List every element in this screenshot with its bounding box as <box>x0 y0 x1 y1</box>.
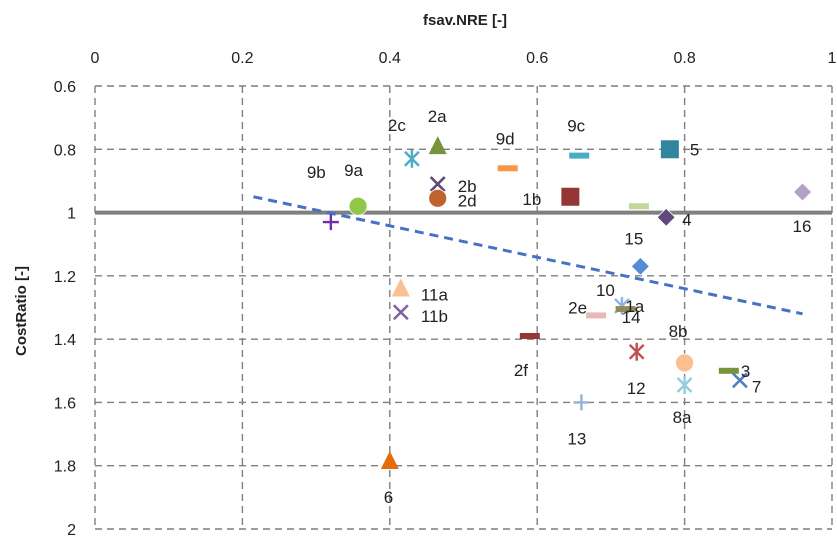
point-6 <box>380 450 399 469</box>
point-2f <box>519 332 540 339</box>
point-label-7: 7 <box>752 377 761 396</box>
point-label-12: 12 <box>627 379 646 398</box>
point-label-4: 4 <box>682 210 691 229</box>
point-label-8b: 8b <box>669 322 688 341</box>
y-tick-label-4: 1.4 <box>54 332 76 349</box>
point-label-2b: 2b <box>458 177 477 196</box>
point-9c <box>569 152 590 159</box>
point-9d <box>497 165 518 172</box>
point-label-2d: 2d <box>458 191 477 210</box>
point-9a <box>348 196 368 216</box>
tick-labels: 0 0.2 0.4 0.6 0.8 1 0.6 0.8 1 1.2 1.4 1.6 1.8 2 <box>54 50 837 538</box>
point-label-1b: 1b <box>522 190 541 209</box>
point-2b <box>429 176 446 193</box>
point-label-2f: 2f <box>514 361 528 380</box>
point-label-1a: 1a <box>625 297 644 316</box>
point-label-15: 15 <box>624 229 643 248</box>
point-14 <box>615 306 636 313</box>
x-tick-label-4: 0.8 <box>673 50 695 67</box>
point-label-2e: 2e <box>568 298 587 317</box>
point-label-9c: 9c <box>567 117 585 136</box>
x-axis-title: fsav.NRE [-] <box>423 12 507 29</box>
data-points <box>322 136 813 469</box>
point-7 <box>731 372 748 389</box>
y-tick-label-3: 1.2 <box>54 269 76 286</box>
x-tick-label-1: 0.2 <box>231 50 253 67</box>
x-tick-label-5: 1 <box>828 50 837 67</box>
point-8b <box>675 353 694 373</box>
point-13 <box>573 394 590 411</box>
y-axis-title: CostRatio [-] <box>13 266 30 356</box>
point-label-2c: 2c <box>388 116 406 135</box>
y-tick-label-2: 1 <box>67 206 76 223</box>
point-label-9b: 9b <box>307 163 326 182</box>
point-4 <box>656 207 676 227</box>
point-label-10: 10 <box>596 281 615 300</box>
point-label-11a: 11a <box>421 286 449 305</box>
point-11a <box>391 278 410 297</box>
point-15 <box>630 256 650 276</box>
point-12 <box>628 342 645 361</box>
point-label-3: 3 <box>741 362 750 381</box>
point-label-6: 6 <box>384 488 393 507</box>
x-tick-label-3: 0.6 <box>526 50 548 67</box>
point-label-9a: 9a <box>344 161 363 180</box>
y-tick-label-5: 1.6 <box>54 395 76 412</box>
y-tick-label-0: 0.6 <box>54 79 76 96</box>
point-2d <box>428 188 448 208</box>
y-tick-label-7: 2 <box>67 522 76 538</box>
y-tick-label-1: 0.8 <box>54 142 76 159</box>
point-2e <box>586 312 607 319</box>
point-8a <box>676 376 693 395</box>
point-label-9d: 9d <box>496 129 515 148</box>
point-label-8a: 8a <box>673 408 692 427</box>
point-16 <box>792 182 813 202</box>
point-label-14: 14 <box>622 308 641 327</box>
point-label-2a: 2a <box>428 107 447 126</box>
point-label-13: 13 <box>567 429 586 448</box>
grid <box>94 85 833 530</box>
point-label-16: 16 <box>793 217 812 236</box>
point-5 <box>660 140 679 159</box>
point-label-5: 5 <box>690 140 699 159</box>
point-unlabeled-10 <box>628 203 649 210</box>
point-11b <box>392 304 409 321</box>
point-9b <box>322 214 339 231</box>
point-2a <box>428 136 447 155</box>
point-1b <box>561 187 580 206</box>
trendline-group <box>253 195 803 316</box>
x-tick-label-2: 0.4 <box>379 50 401 67</box>
point-3 <box>718 367 739 374</box>
trendline <box>253 195 803 316</box>
x-tick-label-0: 0 <box>91 50 100 67</box>
point-label-11b: 11b <box>421 307 448 326</box>
point-2c <box>404 149 420 168</box>
y-tick-label-6: 1.8 <box>54 459 76 476</box>
